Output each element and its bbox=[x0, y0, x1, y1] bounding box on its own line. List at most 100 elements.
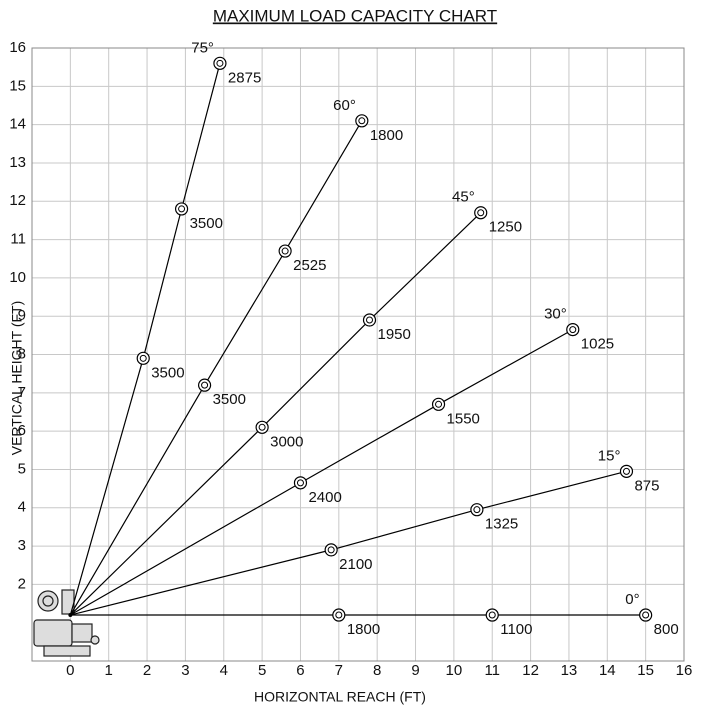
load-label: 1950 bbox=[378, 326, 411, 343]
load-label: 1800 bbox=[347, 621, 380, 638]
load-label: 1100 bbox=[500, 621, 532, 638]
load-label: 3500 bbox=[213, 391, 246, 408]
load-label: 800 bbox=[654, 621, 679, 638]
load-point-inner bbox=[488, 611, 496, 619]
load-point-inner bbox=[335, 611, 343, 619]
load-point bbox=[136, 351, 150, 365]
y-tick-label: 6 bbox=[18, 422, 26, 439]
load-point bbox=[470, 503, 484, 517]
y-tick-label: 16 bbox=[9, 39, 26, 56]
angle-label: 75° bbox=[191, 39, 214, 56]
x-tick-label: 15 bbox=[637, 662, 654, 679]
load-point-inner bbox=[622, 467, 630, 475]
y-tick-label: 11 bbox=[10, 231, 26, 248]
x-tick-label: 1 bbox=[105, 662, 113, 679]
boom-line bbox=[70, 470, 627, 616]
x-tick-label: 3 bbox=[181, 662, 189, 679]
load-label: 3000 bbox=[270, 433, 303, 450]
load-point bbox=[566, 322, 580, 337]
chart-title: MAXIMUM LOAD CAPACITY CHART bbox=[213, 6, 497, 25]
load-point-inner bbox=[216, 59, 224, 67]
y-tick-label: 14 bbox=[9, 116, 26, 133]
load-point-inner bbox=[281, 247, 289, 255]
load-point-inner bbox=[327, 546, 335, 554]
y-tick-label: 4 bbox=[18, 499, 26, 516]
load-point bbox=[619, 464, 634, 478]
x-tick-label: 16 bbox=[676, 662, 693, 679]
load-point-inner bbox=[569, 326, 577, 334]
angle-label: 0° bbox=[625, 591, 639, 608]
load-label: 2875 bbox=[228, 69, 261, 86]
load-point bbox=[174, 202, 189, 216]
x-tick-label: 11 bbox=[484, 662, 500, 679]
load-label: 2100 bbox=[339, 556, 372, 573]
x-tick-label: 14 bbox=[599, 662, 616, 679]
y-tick-label: 8 bbox=[18, 345, 26, 362]
load-label: 1250 bbox=[489, 219, 522, 236]
load-point bbox=[213, 56, 227, 70]
y-tick-label: 2 bbox=[18, 575, 26, 592]
load-point-inner bbox=[296, 479, 304, 487]
load-point bbox=[431, 397, 446, 411]
load-label: 2400 bbox=[308, 489, 341, 506]
y-tick-label: 3 bbox=[18, 537, 26, 554]
load-label: 1325 bbox=[485, 516, 518, 533]
load-point-inner bbox=[178, 205, 186, 213]
load-point bbox=[293, 476, 308, 490]
angle-label: 15° bbox=[598, 447, 621, 464]
y-tick-label: 7 bbox=[18, 384, 26, 401]
x-tick-label: 5 bbox=[258, 662, 266, 679]
grid bbox=[31, 47, 685, 662]
boom-line bbox=[70, 329, 574, 616]
x-tick-label: 4 bbox=[220, 662, 228, 679]
load-point bbox=[278, 244, 292, 258]
x-axis-label: HORIZONTAL REACH (FT) bbox=[254, 689, 426, 705]
boom-line bbox=[69, 63, 221, 616]
load-point bbox=[197, 378, 212, 392]
y-tick-label: 9 bbox=[18, 307, 26, 324]
angle-label: 30° bbox=[544, 306, 567, 323]
load-point bbox=[324, 543, 338, 557]
load-point bbox=[362, 313, 377, 327]
y-tick-label: 10 bbox=[9, 269, 26, 286]
load-point bbox=[474, 206, 488, 220]
x-tick-label: 8 bbox=[373, 662, 381, 679]
boom-line bbox=[69, 120, 363, 616]
load-point bbox=[485, 608, 499, 622]
x-tick-label: 9 bbox=[411, 662, 419, 679]
load-point bbox=[639, 608, 653, 622]
plot: 0 1 2 3 4 5 6 7 8 9 10 11 12 13 14 15 162345678910111213… bbox=[9, 39, 692, 679]
load-label: 2525 bbox=[293, 257, 326, 274]
x-tick-label: 0 bbox=[66, 662, 74, 679]
x-tick-label: 13 bbox=[561, 662, 578, 679]
y-tick-label: 13 bbox=[9, 154, 26, 171]
y-tick-label: 12 bbox=[9, 192, 26, 209]
plot-frame bbox=[31, 47, 685, 662]
x-tick-label: 2 bbox=[143, 662, 151, 679]
load-point bbox=[355, 114, 369, 128]
load-point bbox=[255, 420, 269, 434]
angle-label: 60° bbox=[333, 97, 356, 114]
load-point-inner bbox=[477, 209, 485, 217]
y-axis-label: VERTICAL HEIGHT (FT) bbox=[9, 301, 25, 456]
load-point bbox=[332, 608, 346, 622]
load-label: 875 bbox=[634, 477, 659, 494]
load-point-inner bbox=[366, 316, 374, 324]
angle-label: 45° bbox=[452, 189, 475, 206]
load-point-inner bbox=[201, 381, 209, 389]
y-tick-label: 15 bbox=[9, 77, 26, 94]
crane-icon bbox=[33, 589, 100, 657]
y-tick-label: 5 bbox=[18, 460, 26, 477]
load-label: 1800 bbox=[370, 127, 403, 144]
load-point-inner bbox=[358, 117, 366, 125]
x-tick-label: 6 bbox=[296, 662, 304, 679]
boom-line bbox=[69, 212, 482, 616]
x-tick-label: 10 bbox=[446, 662, 463, 679]
load-point-inner bbox=[435, 400, 443, 408]
load-point-inner bbox=[258, 423, 266, 431]
load-point-inner bbox=[139, 354, 147, 362]
load-point-inner bbox=[473, 506, 481, 514]
x-tick-label: 12 bbox=[522, 662, 539, 679]
load-label: 1025 bbox=[581, 336, 614, 353]
